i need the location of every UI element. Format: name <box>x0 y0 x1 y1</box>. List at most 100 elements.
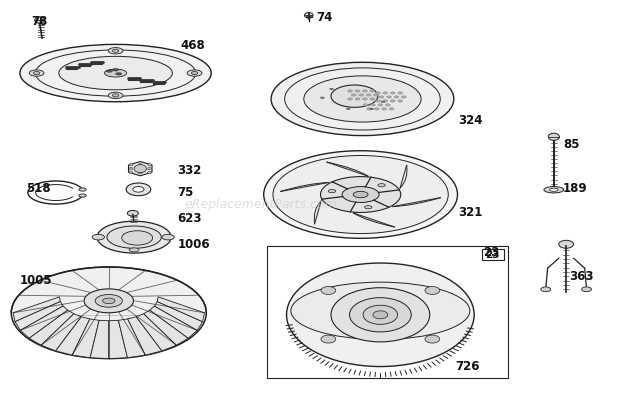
Text: 189: 189 <box>563 182 588 195</box>
Polygon shape <box>20 306 68 338</box>
Ellipse shape <box>425 335 440 343</box>
Ellipse shape <box>401 96 406 98</box>
Text: 74: 74 <box>316 11 332 24</box>
Ellipse shape <box>95 294 122 307</box>
Ellipse shape <box>378 104 383 106</box>
Ellipse shape <box>321 176 401 213</box>
Ellipse shape <box>79 188 86 191</box>
Ellipse shape <box>108 92 123 99</box>
Ellipse shape <box>127 211 138 216</box>
Ellipse shape <box>271 62 454 136</box>
Polygon shape <box>128 317 162 355</box>
FancyBboxPatch shape <box>482 249 504 260</box>
Ellipse shape <box>370 90 375 92</box>
Polygon shape <box>90 320 108 358</box>
Ellipse shape <box>112 69 118 71</box>
Text: 85: 85 <box>563 138 580 151</box>
Polygon shape <box>150 306 197 338</box>
Ellipse shape <box>370 98 375 100</box>
Polygon shape <box>108 320 128 358</box>
Text: 78: 78 <box>31 15 47 28</box>
Ellipse shape <box>353 191 368 198</box>
Ellipse shape <box>126 183 151 196</box>
Ellipse shape <box>162 234 174 240</box>
Ellipse shape <box>374 108 379 110</box>
Ellipse shape <box>386 96 391 98</box>
Ellipse shape <box>129 248 139 252</box>
Ellipse shape <box>331 288 430 342</box>
Ellipse shape <box>148 164 151 166</box>
Ellipse shape <box>363 90 368 92</box>
Ellipse shape <box>329 190 335 193</box>
Ellipse shape <box>544 186 564 193</box>
Ellipse shape <box>138 164 142 166</box>
Ellipse shape <box>84 289 133 313</box>
Ellipse shape <box>304 12 313 18</box>
Ellipse shape <box>363 305 397 324</box>
Ellipse shape <box>397 92 402 94</box>
Text: 623: 623 <box>177 212 202 225</box>
Ellipse shape <box>374 94 379 96</box>
Ellipse shape <box>187 70 202 76</box>
Ellipse shape <box>352 94 356 96</box>
Ellipse shape <box>359 94 364 96</box>
Ellipse shape <box>264 151 458 238</box>
Text: 332: 332 <box>177 164 202 177</box>
Text: 518: 518 <box>26 182 51 195</box>
Ellipse shape <box>273 156 448 233</box>
Text: 321: 321 <box>458 206 482 219</box>
Ellipse shape <box>365 206 372 209</box>
Ellipse shape <box>321 286 336 294</box>
Ellipse shape <box>363 98 368 100</box>
Ellipse shape <box>35 50 196 96</box>
Ellipse shape <box>108 48 123 54</box>
Ellipse shape <box>348 98 353 100</box>
Polygon shape <box>29 310 74 345</box>
Ellipse shape <box>29 70 44 76</box>
Polygon shape <box>157 297 205 322</box>
Ellipse shape <box>133 186 144 192</box>
Ellipse shape <box>33 71 40 75</box>
Polygon shape <box>56 317 90 355</box>
Ellipse shape <box>321 335 336 343</box>
Text: 324: 324 <box>458 114 482 128</box>
Ellipse shape <box>381 101 384 103</box>
Ellipse shape <box>59 57 172 90</box>
Ellipse shape <box>129 164 133 166</box>
Ellipse shape <box>366 94 371 96</box>
Ellipse shape <box>363 104 368 106</box>
Polygon shape <box>13 297 60 322</box>
Ellipse shape <box>347 108 350 110</box>
Text: 75: 75 <box>177 186 193 199</box>
Ellipse shape <box>192 71 198 75</box>
Ellipse shape <box>104 69 126 77</box>
Ellipse shape <box>379 96 384 98</box>
FancyBboxPatch shape <box>267 246 508 378</box>
Ellipse shape <box>397 100 402 102</box>
Polygon shape <box>15 302 63 330</box>
Ellipse shape <box>383 100 388 102</box>
Ellipse shape <box>330 88 334 90</box>
Ellipse shape <box>11 267 206 358</box>
Ellipse shape <box>371 104 376 106</box>
Ellipse shape <box>355 90 360 92</box>
Ellipse shape <box>20 45 211 102</box>
Ellipse shape <box>112 49 118 53</box>
Ellipse shape <box>541 287 551 292</box>
Ellipse shape <box>342 186 379 203</box>
Ellipse shape <box>286 263 474 367</box>
Ellipse shape <box>134 165 146 172</box>
Ellipse shape <box>79 194 86 197</box>
Ellipse shape <box>355 98 360 100</box>
Ellipse shape <box>390 92 395 94</box>
Ellipse shape <box>285 68 440 130</box>
Text: 1006: 1006 <box>177 238 210 251</box>
Ellipse shape <box>138 168 142 170</box>
Polygon shape <box>41 314 81 351</box>
Ellipse shape <box>348 90 353 92</box>
Text: 363: 363 <box>569 269 594 283</box>
Ellipse shape <box>582 287 591 292</box>
Ellipse shape <box>106 70 112 72</box>
Ellipse shape <box>129 168 133 170</box>
Ellipse shape <box>331 85 378 107</box>
